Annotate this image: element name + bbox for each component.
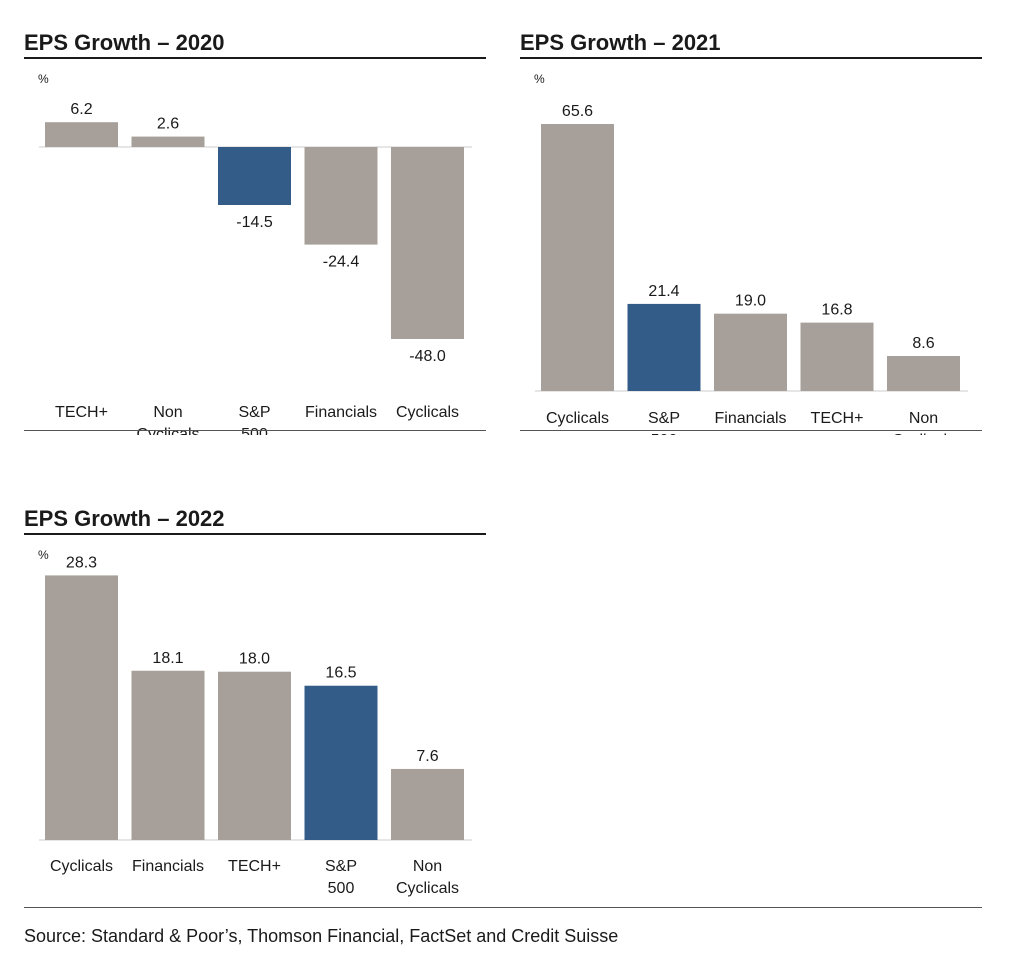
bar-chart-svg: 65.6 Cyclicals 21.4 S&P 500 19.0 Financials 16.… xyxy=(535,103,968,435)
chart-title: EPS Growth – 2021 xyxy=(520,30,721,55)
chart-title: EPS Growth – 2022 xyxy=(24,506,225,531)
data-label: 2.6 xyxy=(157,116,179,133)
bar-tech- xyxy=(800,322,874,391)
category-label: S&P xyxy=(325,858,357,875)
bar-s-p-500 xyxy=(304,685,378,840)
category-label: Cyclicals xyxy=(546,410,609,427)
data-label: 18.1 xyxy=(152,650,183,667)
title-rule xyxy=(24,533,486,535)
bar-non-cyclicals xyxy=(391,768,464,840)
chart-panel-2022: EPS Growth – 2022 % 28.3 Cyclicals 18.1 Fin… xyxy=(24,506,486,897)
data-label: -48.0 xyxy=(409,348,446,365)
category-label: S&P xyxy=(648,410,680,427)
data-label: 16.8 xyxy=(821,302,852,319)
category-label: Financials xyxy=(132,858,204,875)
data-label: 65.6 xyxy=(562,103,593,120)
bar-non-cyclicals xyxy=(887,355,960,391)
category-label: 500 xyxy=(328,880,355,897)
category-label: Cyclicals xyxy=(892,432,955,435)
bottom-rule xyxy=(520,430,982,431)
bar-financials xyxy=(714,313,787,391)
chart-panel-2021: EPS Growth – 2021 % 65.6 Cyclicals 21.4 S&P… xyxy=(520,30,982,435)
bar-cyclicals xyxy=(391,147,464,339)
unit-label: % xyxy=(38,548,49,562)
data-label: -24.4 xyxy=(323,254,360,271)
data-label: -14.5 xyxy=(236,214,273,231)
category-label: Cyclicals xyxy=(396,404,459,421)
category-label: Non xyxy=(413,858,442,875)
data-label: 21.4 xyxy=(648,283,679,300)
bottom-rule xyxy=(24,430,486,431)
category-label: TECH+ xyxy=(55,404,108,421)
footer-rule xyxy=(24,907,982,908)
category-label: TECH+ xyxy=(811,410,864,427)
category-label: Financials xyxy=(305,404,377,421)
data-label: 7.6 xyxy=(416,748,438,765)
bar-chart-svg: 28.3 Cyclicals 18.1 Financials 18.0 TECH+ 16.5… xyxy=(39,554,472,897)
category-label: Non xyxy=(909,410,938,427)
bar-s-p-500 xyxy=(218,147,291,205)
category-label: TECH+ xyxy=(228,858,281,875)
unit-label: % xyxy=(534,72,545,86)
bar-financials xyxy=(131,670,205,840)
data-label: 16.5 xyxy=(325,665,356,682)
bar-financials xyxy=(304,147,378,245)
source-note: Source: Standard & Poor’s, Thomson Finan… xyxy=(24,926,619,946)
bar-cyclicals xyxy=(541,124,614,391)
chart-panel-2020: EPS Growth – 2020 % 6.2 TECH+ 2.6 Non Cyclic… xyxy=(24,30,486,435)
data-label: 19.0 xyxy=(735,293,766,310)
bar-non-cyclicals xyxy=(131,136,205,147)
title-rule xyxy=(24,57,486,59)
bar-tech- xyxy=(45,122,118,147)
data-label: 6.2 xyxy=(70,101,92,118)
category-label: Non xyxy=(153,404,182,421)
title-rule xyxy=(520,57,982,59)
bar-tech- xyxy=(218,671,291,840)
bar-chart-svg: 6.2TECH+2.6NonCyclicals-14.5S&P500-24.4F… xyxy=(39,101,472,435)
data-label: 8.6 xyxy=(912,335,934,352)
unit-label: % xyxy=(38,72,49,86)
category-label: Financials xyxy=(714,410,786,427)
data-label: 18.0 xyxy=(239,651,270,668)
bar-cyclicals xyxy=(45,575,118,840)
data-label: 28.3 xyxy=(66,554,97,571)
bar-s-p-500 xyxy=(627,303,701,391)
category-label: 500 xyxy=(651,432,678,435)
chart-title: EPS Growth – 2020 xyxy=(24,30,225,55)
category-label: S&P xyxy=(238,404,270,421)
category-label: Cyclicals xyxy=(50,858,113,875)
category-label: Cyclicals xyxy=(396,880,459,897)
